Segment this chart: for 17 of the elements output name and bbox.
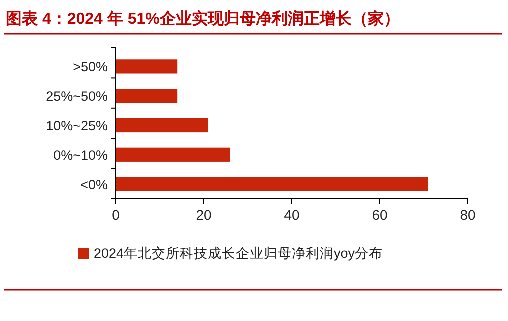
- y-tick-label: >50%: [73, 60, 108, 75]
- bar: [116, 177, 428, 192]
- legend-label: 2024年北交所科技成长企业归母净利润yoy分布: [94, 246, 384, 261]
- y-tick-label: 25%~50%: [46, 89, 108, 104]
- x-tick-label: 20: [196, 207, 212, 223]
- bar: [116, 60, 178, 74]
- x-tick-label: 40: [284, 207, 300, 223]
- x-tick-label: 60: [372, 207, 388, 223]
- x-tick-label: 0: [112, 207, 120, 223]
- y-tick-label: <0%: [80, 177, 108, 192]
- bar: [116, 118, 208, 133]
- bar: [116, 89, 178, 104]
- bar: [116, 148, 230, 162]
- x-tick-label: 80: [460, 207, 476, 223]
- chart-title: 图表 4：2024 年 51%企业实现归母净利润正增长（家）: [6, 9, 400, 28]
- y-tick-label: 10%~25%: [46, 118, 108, 134]
- y-tick-label: 0%~10%: [54, 148, 108, 163]
